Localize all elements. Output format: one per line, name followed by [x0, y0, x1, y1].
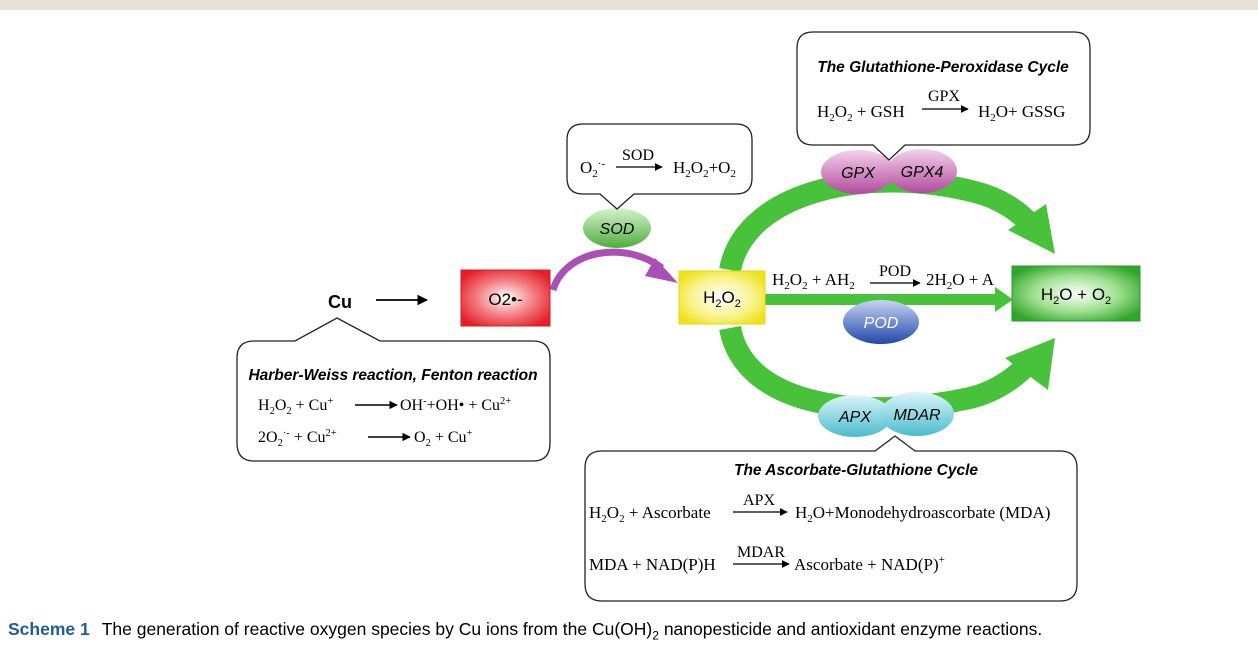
gpx-oval [821, 150, 895, 194]
gpx-callout-title: The Glutathione-Peroxidase Cycle [817, 59, 1069, 76]
purple-arrowhead [645, 258, 678, 283]
fenton-r2-right: O2 + Cu+ [414, 428, 473, 449]
top-rule [0, 0, 1258, 10]
pod-reaction-enzyme: POD [879, 263, 911, 280]
asa-r2-left: MDA + NAD(P)H [589, 555, 716, 574]
asa-r1-enzyme: APX [743, 492, 775, 509]
purple-arc-arrow [549, 248, 665, 292]
h2o-o2-box [1011, 265, 1141, 322]
gpx-callout-left: H2O2 + GSH [817, 102, 905, 124]
middle-green-arrowhead [995, 287, 1013, 312]
pod-enzyme-label: POD [864, 315, 899, 332]
gpx-callout-bubble [796, 31, 1091, 161]
asa-r1-left: H2O2 + Ascorbate [589, 503, 711, 525]
sod-callout-enzyme: SOD [622, 147, 654, 164]
o2-radical-box [460, 269, 551, 327]
o2-radical-label: O2•- [488, 290, 522, 309]
cu-label: Cu [328, 292, 352, 312]
asa-r1-right: H2O+Monodehydroascorbate (MDA) [795, 503, 1050, 525]
asa-r2-enzyme: MDAR [737, 544, 785, 561]
caption-label: Scheme 1 [8, 619, 90, 639]
lower-green-arrowhead [1005, 338, 1055, 390]
apx-oval [818, 395, 892, 437]
mdar-oval [880, 392, 954, 436]
h2o2-label: H2O2 [703, 288, 741, 310]
upper-green-arc-arrow [719, 170, 1041, 273]
mdar-enzyme-label: MDAR [893, 407, 941, 424]
fenton-r1-right: OH-+OH• + Cu2+ [400, 396, 511, 414]
apx-enzyme-label: APX [838, 409, 872, 426]
fenton-r2-left: 2O2·- + Cu2+ [258, 428, 337, 449]
gpx-callout-right: H2O+ GSSG [978, 102, 1065, 124]
gpx-enzyme-label: GPX [841, 165, 876, 182]
asa-r2-right: Ascorbate + NAD(P)+ [794, 554, 945, 574]
harber-callout-bubble [236, 317, 551, 462]
h2o2-box [678, 270, 766, 325]
gpx4-oval [887, 149, 957, 193]
harber-callout-title: Harber-Weiss reaction, Fenton reaction [248, 367, 537, 384]
h2o-o2-label: H2O + O2 [1041, 285, 1111, 307]
pod-reaction-left: H2O2 + AH2 [772, 270, 855, 292]
ros-scheme-diagram: Cu O2•- H2O2 H2O + O2 SOD GPX GPX4 POD A… [236, 31, 1141, 602]
pod-reaction-right: 2H2O + A [926, 270, 995, 292]
asa-callout-title: The Ascorbate-Glutathione Cycle [734, 462, 978, 479]
gpx4-enzyme-label: GPX4 [901, 164, 944, 181]
fenton-r1-left: H2O2 + Cu+ [258, 396, 333, 417]
sod-enzyme-label: SOD [600, 221, 635, 238]
sod-oval [583, 208, 651, 248]
middle-green-arrow-shaft [765, 294, 997, 305]
upper-green-arrowhead [1008, 204, 1055, 254]
gpx-callout-enzyme: GPX [928, 88, 960, 105]
pod-oval [843, 300, 919, 344]
figure-caption: Scheme 1 The generation of reactive oxyge… [8, 619, 1253, 643]
asa-callout-bubble [584, 435, 1078, 602]
caption-text: The generation of reactive oxygen specie… [101, 619, 1043, 643]
